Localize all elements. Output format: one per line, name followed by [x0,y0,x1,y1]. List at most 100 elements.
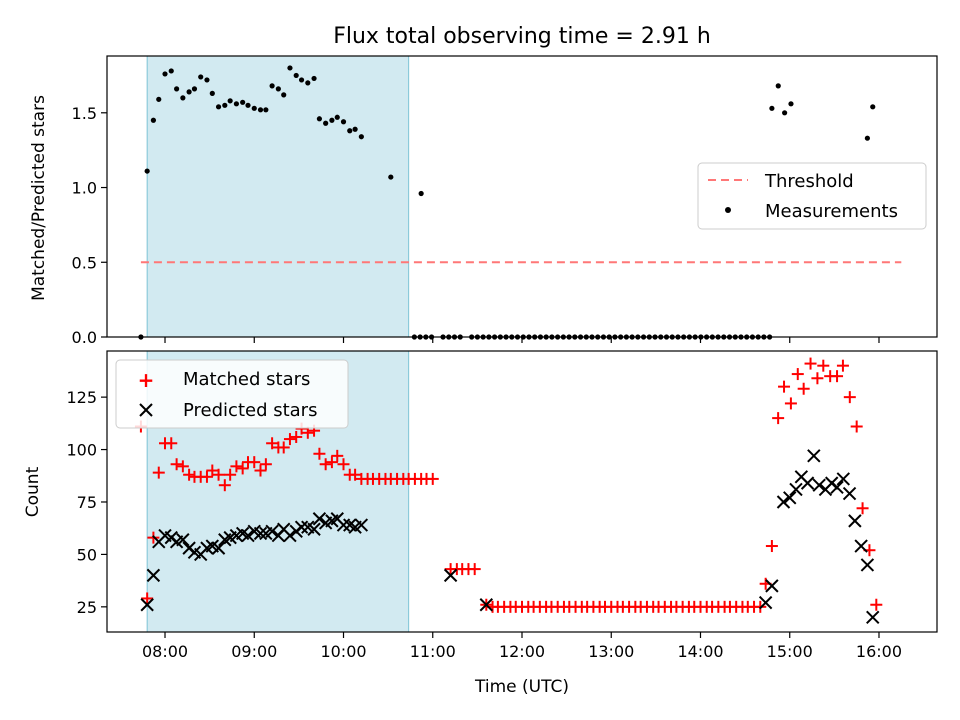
matched-star-point [224,468,237,481]
measurement-point [864,135,870,141]
matched-star-point [218,479,231,492]
matched-star-point [165,437,178,450]
predicted-star-point [783,491,797,505]
ratio-shaded-span [146,55,410,338]
predicted-star-point [800,476,815,490]
matched-star-point [331,449,344,462]
measurement-point [191,86,198,92]
measurement-point [198,74,204,80]
matched-star-point [200,470,213,483]
matched-star-point [152,466,165,479]
matched-star-point [791,368,804,381]
matched-star-point [784,397,797,410]
measurement-point [870,104,876,110]
threshold-legend-label: Threshold [764,171,854,192]
measurement-point [775,83,781,89]
measurement-point [240,99,246,105]
measurement-point [329,117,335,123]
y-tick-label: 0.0 [72,328,97,347]
measurement-point [233,101,240,107]
y-tick-label: 125 [66,388,97,407]
x-tick-label: 11:00 [410,642,456,661]
matched-star-point [804,357,817,370]
matched-star-point [254,464,267,477]
predicted-star-point [854,539,868,553]
matched-star-point [325,456,338,469]
matched-star-point [337,458,350,471]
measurement-point [275,86,281,92]
measurement-point [293,72,299,79]
predicted-star-point [312,512,327,526]
measurement-point [316,116,323,122]
matched-star-point [772,412,785,425]
measurement-point [305,80,311,86]
matched-star-point [856,502,869,515]
y-tick-label: 25 [77,598,97,617]
predicted-star-point [211,541,226,555]
matched-star-point [141,592,154,605]
measurement-point [251,105,257,111]
measurement-point [782,110,788,116]
measurements-legend-swatch [725,207,731,213]
predicted-legend-swatch [139,403,153,417]
counts-legend: + Matched stars Predicted stars [115,359,349,429]
predicted-star-point [294,520,309,534]
matched-star-point [319,458,332,471]
x-axis-label: Time (UTC) [474,677,569,697]
matched-star-point [183,468,196,481]
matched-legend-label: Matched stars [183,369,310,390]
counts-y-axis-label: Count [23,466,43,517]
measurement-point [788,101,794,107]
measurement-point [388,174,394,180]
x-tick-label: 15:00 [767,642,813,661]
matched-star-point [266,437,279,450]
matched-star-point [778,380,791,393]
x-tick-label: 16:00 [856,642,902,661]
measurement-point [287,65,293,71]
matched-star-point [176,460,189,473]
measurement-point [340,119,347,125]
predicted-star-point [807,449,821,463]
ratio-panel: 0.0 0.5 1.0 1.5 Matched/Predicted stars Thr… [29,55,938,347]
predicted-star-point [140,598,154,612]
measurement-point [358,134,364,140]
measurement-point [334,114,340,120]
matched-star-point [426,472,439,485]
matched-star-point [283,433,296,446]
predicted-star-point [776,495,791,509]
y-tick-label: 1.0 [72,179,97,198]
matched-star-point [797,382,810,395]
measurement-point [769,105,775,111]
measurement-point [222,102,228,108]
matched-star-point [349,468,362,481]
ratio-legend: Threshold Measurements [697,162,927,230]
y-tick-label: 1.5 [72,104,97,123]
predicted-legend-label: Predicted stars [183,400,317,421]
matched-star-point [290,430,303,443]
predicted-star-point [283,528,297,543]
y-tick-label: 75 [77,493,97,512]
measurement-point [162,71,168,77]
matched-star-point [765,540,778,553]
measurement-point [269,83,275,89]
ratio-legend-box [697,162,927,230]
x-tick-label: 13:00 [588,642,634,661]
matched-legend-swatch: + [138,368,155,392]
predicted-star-point [789,482,803,497]
x-tick-label: 14:00 [677,642,723,661]
matched-star-point [212,468,225,481]
measurement-point [352,126,358,132]
predicted-star-point [443,568,458,583]
predicted-star-point [866,610,880,625]
x-tick-label: 10:00 [320,642,366,661]
predicted-star-point [336,518,351,532]
y-tick-label: 100 [66,441,97,460]
predicted-star-point [307,522,321,536]
measurement-point [144,168,150,174]
matched-star-point [277,441,290,454]
matched-star-point [313,447,326,460]
matched-star-point [301,426,314,439]
measurement-point [204,77,210,83]
matched-star-point [843,391,856,404]
